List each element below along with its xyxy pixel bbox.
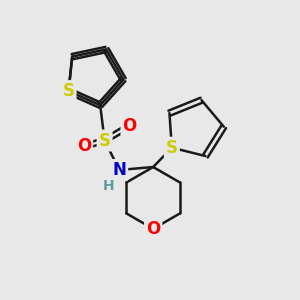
Text: O: O [77, 137, 91, 155]
Text: O: O [122, 117, 137, 135]
Text: S: S [166, 139, 178, 157]
Text: H: H [103, 179, 115, 193]
Text: N: N [112, 161, 126, 179]
Text: S: S [63, 82, 75, 100]
Text: S: S [99, 131, 111, 149]
Text: O: O [146, 220, 160, 238]
